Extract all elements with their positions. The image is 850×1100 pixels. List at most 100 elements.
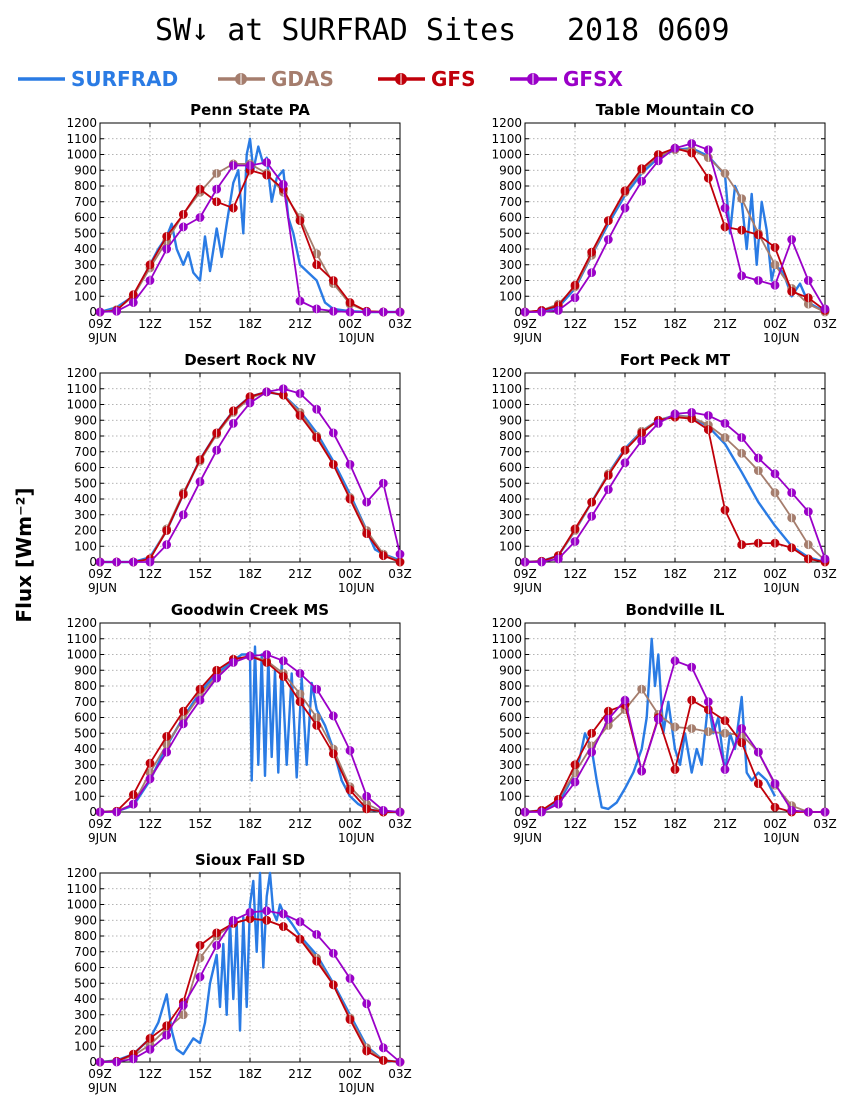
x-tick-label: 21Z bbox=[288, 317, 312, 331]
x-tick-label: 00Z bbox=[763, 817, 787, 831]
series-line-surfrad bbox=[524, 146, 826, 314]
y-tick-label: 0 bbox=[514, 555, 522, 569]
x-date-label: 10JUN bbox=[763, 331, 800, 345]
x-date-label: 9JUN bbox=[88, 831, 117, 845]
series-line-surfrad bbox=[99, 871, 401, 1064]
x-tick-label: 00Z bbox=[338, 317, 362, 331]
y-tick-label: 900 bbox=[74, 413, 97, 427]
x-tick-label: 00Z bbox=[338, 567, 362, 581]
y-tick-label: 600 bbox=[499, 461, 522, 475]
x-tick-label: 18Z bbox=[663, 817, 687, 831]
y-tick-label: 100 bbox=[74, 289, 97, 303]
x-date-label: 10JUN bbox=[763, 581, 800, 595]
legend-label-gdas: GDAS bbox=[271, 67, 334, 91]
y-tick-label: 800 bbox=[499, 679, 522, 693]
y-tick-label: 500 bbox=[74, 226, 97, 240]
y-tick-label: 600 bbox=[74, 711, 97, 725]
y-tick-label: 100 bbox=[74, 789, 97, 803]
x-tick-label: 09Z bbox=[88, 817, 112, 831]
x-date-label: 9JUN bbox=[513, 331, 542, 345]
panel-title: Sioux Fall SD bbox=[195, 851, 305, 869]
y-tick-label: 500 bbox=[74, 976, 97, 990]
y-tick-label: 800 bbox=[74, 179, 97, 193]
x-tick-label: 09Z bbox=[88, 567, 112, 581]
x-tick-label: 12Z bbox=[563, 317, 587, 331]
x-tick-label: 03Z bbox=[388, 1067, 412, 1081]
x-tick-label: 12Z bbox=[138, 317, 162, 331]
x-tick-label: 12Z bbox=[138, 1067, 162, 1081]
y-tick-label: 400 bbox=[74, 242, 97, 256]
y-tick-label: 300 bbox=[74, 758, 97, 772]
y-tick-label: 700 bbox=[499, 695, 522, 709]
x-tick-label: 15Z bbox=[188, 817, 212, 831]
y-tick-label: 1200 bbox=[66, 866, 97, 880]
y-tick-label: 500 bbox=[74, 726, 97, 740]
x-tick-label: 21Z bbox=[288, 567, 312, 581]
y-tick-label: 100 bbox=[74, 539, 97, 553]
x-tick-label: 15Z bbox=[613, 817, 637, 831]
y-tick-label: 300 bbox=[74, 508, 97, 522]
y-tick-label: 600 bbox=[74, 461, 97, 475]
panel-bondville-il: Bondville IL0100200300400500600700800900… bbox=[491, 601, 836, 845]
y-tick-label: 1000 bbox=[491, 398, 522, 412]
y-tick-label: 300 bbox=[74, 258, 97, 272]
y-tick-label: 200 bbox=[74, 1024, 97, 1038]
legend-label-gfsx: GFSX bbox=[563, 67, 623, 91]
y-tick-label: 700 bbox=[74, 945, 97, 959]
legend-label-gfs: GFS bbox=[431, 67, 475, 91]
y-tick-label: 200 bbox=[74, 774, 97, 788]
x-tick-label: 03Z bbox=[813, 317, 837, 331]
y-tick-label: 1000 bbox=[66, 648, 97, 662]
x-tick-label: 00Z bbox=[338, 1067, 362, 1081]
y-tick-label: 1100 bbox=[66, 382, 97, 396]
y-tick-label: 500 bbox=[499, 476, 522, 490]
x-tick-label: 15Z bbox=[188, 1067, 212, 1081]
y-tick-label: 100 bbox=[499, 539, 522, 553]
y-tick-label: 1200 bbox=[66, 616, 97, 630]
x-tick-label: 18Z bbox=[238, 817, 262, 831]
panel-sioux-fall-sd: Sioux Fall SD010020030040050060070080090… bbox=[66, 851, 411, 1095]
y-tick-label: 200 bbox=[74, 274, 97, 288]
y-tick-label: 900 bbox=[499, 663, 522, 677]
x-tick-label: 09Z bbox=[88, 317, 112, 331]
y-tick-label: 900 bbox=[499, 163, 522, 177]
x-date-label: 9JUN bbox=[88, 331, 117, 345]
y-tick-label: 200 bbox=[74, 524, 97, 538]
panel-title: Penn State PA bbox=[190, 101, 310, 119]
y-tick-label: 900 bbox=[74, 163, 97, 177]
x-tick-label: 18Z bbox=[238, 1067, 262, 1081]
x-tick-label: 12Z bbox=[563, 817, 587, 831]
panel-desert-rock-nv: Desert Rock NV01002003004005006007008009… bbox=[66, 351, 411, 595]
y-tick-label: 700 bbox=[74, 695, 97, 709]
panel-title: Bondville IL bbox=[626, 601, 725, 619]
figure-title: SW↓ at SURFRAD Sites 2018 0609 bbox=[155, 13, 730, 48]
x-tick-label: 03Z bbox=[388, 317, 412, 331]
x-tick-label: 12Z bbox=[138, 567, 162, 581]
series-line-gfsx bbox=[100, 387, 401, 563]
y-tick-label: 700 bbox=[499, 195, 522, 209]
y-tick-label: 1200 bbox=[66, 366, 97, 380]
y-tick-label: 400 bbox=[74, 492, 97, 506]
x-date-label: 10JUN bbox=[338, 831, 375, 845]
y-tick-label: 200 bbox=[499, 274, 522, 288]
main-date: 2018 0609 bbox=[567, 13, 730, 48]
x-tick-label: 03Z bbox=[388, 817, 412, 831]
x-tick-label: 18Z bbox=[238, 567, 262, 581]
y-tick-label: 600 bbox=[74, 211, 97, 225]
panel-goodwin-creek-ms: Goodwin Creek MS010020030040050060070080… bbox=[66, 601, 411, 845]
y-tick-label: 400 bbox=[499, 242, 522, 256]
x-tick-label: 18Z bbox=[663, 567, 687, 581]
x-tick-label: 15Z bbox=[613, 567, 637, 581]
y-tick-label: 0 bbox=[89, 305, 97, 319]
y-tick-label: 1000 bbox=[491, 648, 522, 662]
x-date-label: 9JUN bbox=[88, 1081, 117, 1095]
x-tick-label: 03Z bbox=[813, 817, 837, 831]
y-tick-label: 800 bbox=[74, 929, 97, 943]
legend-label-surfrad: SURFRAD bbox=[71, 67, 178, 91]
x-tick-label: 09Z bbox=[513, 817, 537, 831]
y-tick-label: 100 bbox=[74, 1039, 97, 1053]
x-tick-label: 18Z bbox=[663, 317, 687, 331]
y-tick-label: 600 bbox=[499, 711, 522, 725]
y-tick-label: 800 bbox=[74, 679, 97, 693]
panel-penn-state-pa: Penn State PA010020030040050060070080090… bbox=[66, 101, 411, 345]
